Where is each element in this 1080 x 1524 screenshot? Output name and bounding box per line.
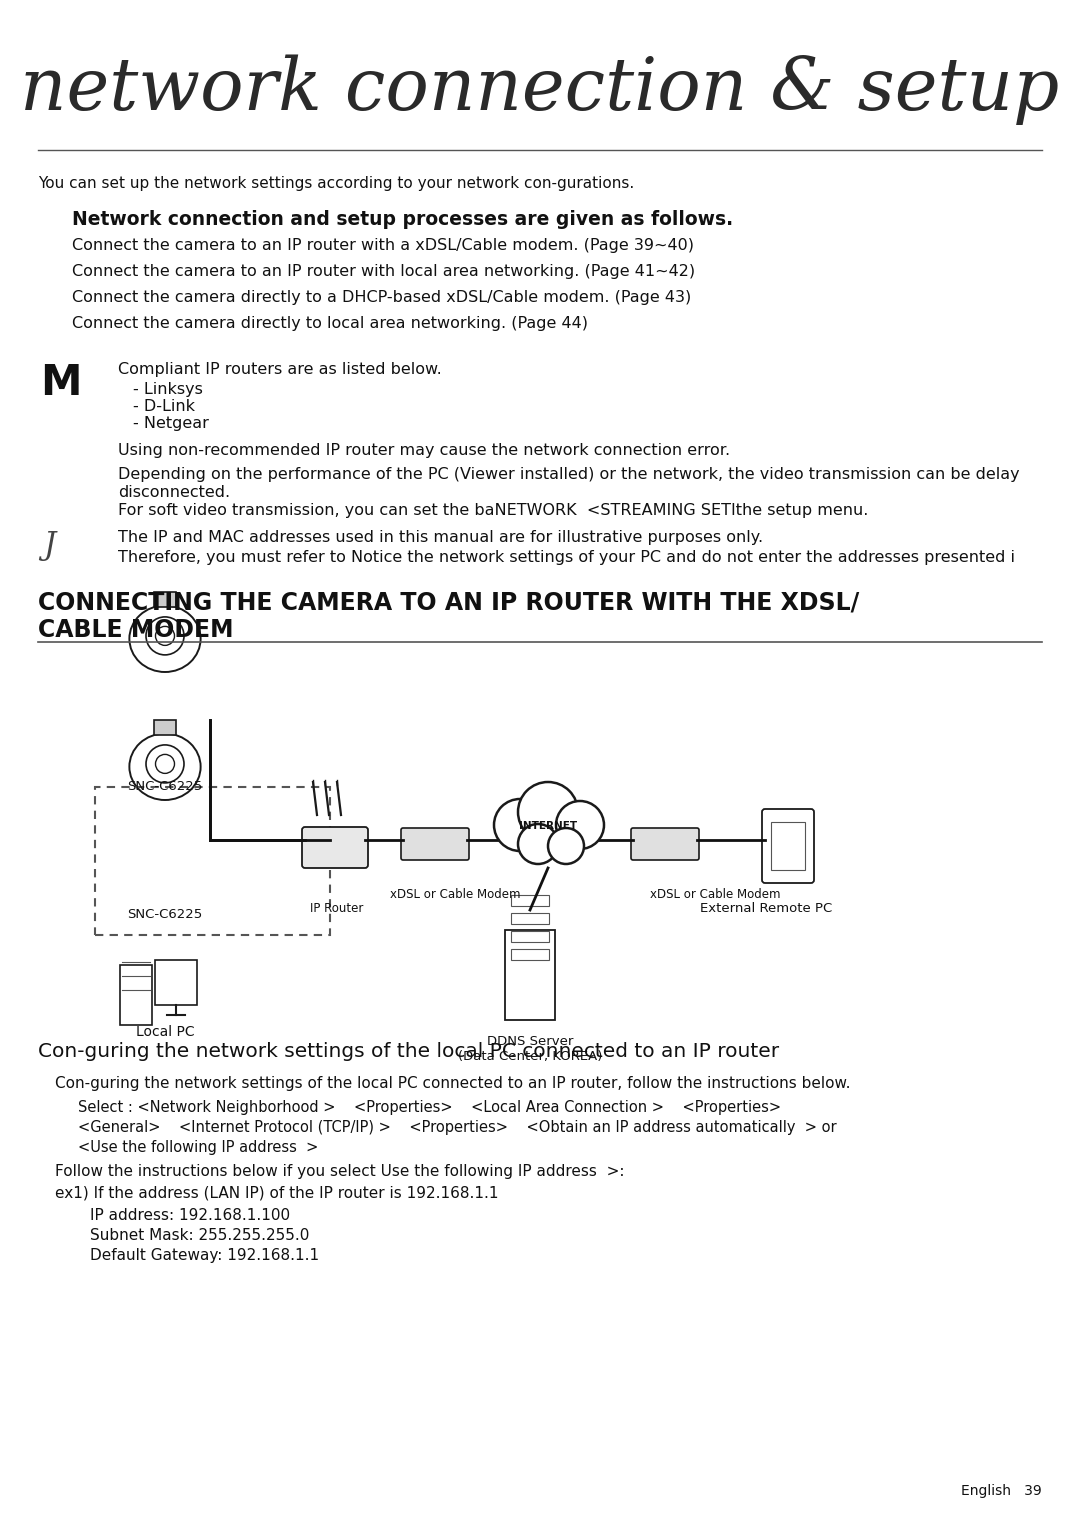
Text: You can set up the network settings according to your network con­gurations.: You can set up the network settings acco…: [38, 175, 634, 190]
Text: Con­guring the network settings of the local PC connected to an IP router: Con­guring the network settings of the l…: [38, 1042, 779, 1061]
Text: Subnet Mask: 255.255.255.0: Subnet Mask: 255.255.255.0: [90, 1228, 309, 1244]
FancyBboxPatch shape: [302, 828, 368, 869]
Text: - Linksys: - Linksys: [133, 383, 203, 396]
Circle shape: [556, 802, 604, 849]
FancyBboxPatch shape: [401, 828, 469, 860]
Text: IP address: 192.168.1.100: IP address: 192.168.1.100: [90, 1209, 291, 1222]
Text: Con­guring the network settings of the local PC connected to an IP router, follo: Con­guring the network settings of the l…: [55, 1076, 851, 1091]
Text: - D-Link: - D-Link: [133, 399, 195, 415]
Text: Follow the instructions below if you select Use the following IP address  >:: Follow the instructions below if you sel…: [55, 1164, 624, 1180]
Text: Local PC: Local PC: [136, 1026, 194, 1039]
Text: xDSL or Cable Modem: xDSL or Cable Modem: [390, 888, 521, 901]
Text: IP Router: IP Router: [310, 902, 363, 914]
Text: Select : <Network Neighborhood >    <Properties>    <Local Area Connection >    : Select : <Network Neighborhood > <Proper…: [78, 1100, 781, 1116]
FancyBboxPatch shape: [153, 721, 176, 736]
Text: SNC-C6225: SNC-C6225: [127, 908, 203, 920]
Text: Depending on the performance of the PC (Viewer installed) or the network, the vi: Depending on the performance of the PC (…: [118, 466, 1020, 482]
Text: Default Gateway: 192.168.1.1: Default Gateway: 192.168.1.1: [90, 1248, 319, 1263]
Text: English   39: English 39: [961, 1484, 1042, 1498]
Text: Therefore, you must refer to Notice the network settings of your PC and do not e: Therefore, you must refer to Notice the …: [118, 550, 1015, 565]
Circle shape: [518, 782, 578, 841]
Text: SNC-C6225: SNC-C6225: [127, 780, 203, 792]
Text: Connect the camera to an IP router with a xDSL/Cable modem. (Page 39~40): Connect the camera to an IP router with …: [72, 238, 694, 253]
Text: Connect the camera directly to local area networking. (Page 44): Connect the camera directly to local are…: [72, 315, 588, 331]
Text: Network connection and setup processes are given as follows.: Network connection and setup processes a…: [72, 210, 733, 229]
Text: J: J: [43, 530, 55, 561]
Text: network connection & setup: network connection & setup: [21, 55, 1059, 125]
Text: CONNECTING THE CAMERA TO AN IP ROUTER WITH THE XDSL/: CONNECTING THE CAMERA TO AN IP ROUTER WI…: [38, 590, 860, 614]
Text: For soft video transmission, you can set the ba​NETWORK  <STREAMING SE​TI​the se: For soft video transmission, you can set…: [118, 503, 868, 518]
Text: - Netgear: - Netgear: [133, 416, 208, 431]
Text: <Use the following IP address  >: <Use the following IP address >: [78, 1140, 319, 1155]
Text: Using non-recommended IP router may cause the network connection error.: Using non-recommended IP router may caus…: [118, 443, 730, 459]
Text: External Remote PC: External Remote PC: [700, 902, 833, 914]
Text: xDSL or Cable Modem: xDSL or Cable Modem: [650, 888, 781, 901]
Text: <General>    <Internet Protocol (TCP/IP) >    <Properties>    <Obtain an IP addr: <General> <Internet Protocol (TCP/IP) > …: [78, 1120, 837, 1135]
Text: INTERNET: INTERNET: [518, 821, 577, 831]
Text: Compliant IP routers are as listed below.: Compliant IP routers are as listed below…: [118, 363, 442, 376]
FancyBboxPatch shape: [153, 593, 176, 608]
Circle shape: [548, 828, 584, 864]
FancyBboxPatch shape: [631, 828, 699, 860]
Text: The IP and MAC addresses used in this manual are for illustrative purposes only.: The IP and MAC addresses used in this ma…: [118, 530, 764, 546]
Text: Connect the camera to an IP router with local area networking. (Page 41~42): Connect the camera to an IP router with …: [72, 264, 696, 279]
Text: M: M: [40, 363, 81, 404]
Text: CABLE MODEM: CABLE MODEM: [38, 619, 233, 642]
Text: DDNS Server
(Data Center, KOREA): DDNS Server (Data Center, KOREA): [458, 1035, 603, 1064]
Circle shape: [494, 799, 546, 850]
Text: Connect the camera directly to a DHCP-based xDSL/Cable modem. (Page 43): Connect the camera directly to a DHCP-ba…: [72, 290, 691, 305]
Text: ex1) If the address (LAN IP) of the IP router is 192.168.1.1: ex1) If the address (LAN IP) of the IP r…: [55, 1186, 499, 1201]
Circle shape: [518, 824, 558, 864]
Text: disconnected.: disconnected.: [118, 485, 230, 500]
